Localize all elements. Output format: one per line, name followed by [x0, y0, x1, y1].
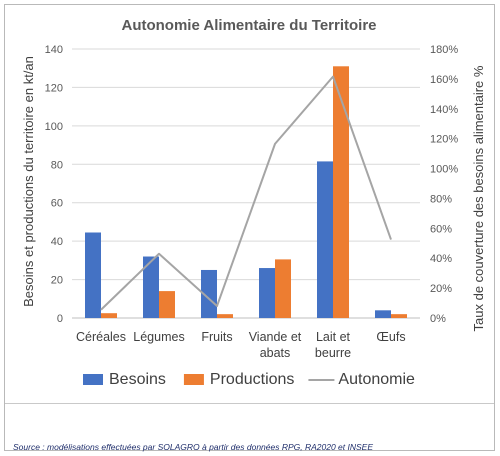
y-right-tick-label: 100%	[430, 164, 458, 176]
chart-frame: Autonomie Alimentaire du Territoire 0 20 4…	[4, 4, 495, 452]
legend-label-autonomie: Autonomie	[338, 371, 415, 388]
y-axis-label: Besoins et productions du territoire en …	[21, 56, 36, 307]
bar-productions	[101, 313, 117, 318]
x-tick-label: abats	[260, 346, 291, 360]
legend-label-productions: Productions	[210, 371, 295, 388]
y-tick-label: 80	[51, 159, 63, 171]
y-right-tick-label: 120%	[430, 134, 458, 146]
y-tick-label: 140	[45, 44, 63, 56]
legend-swatch-productions	[183, 374, 204, 385]
line-autonomie	[100, 75, 392, 311]
x-tick-label: beurre	[315, 346, 351, 360]
y-tick-label: 100	[45, 121, 63, 133]
y-tick-label: 20	[51, 275, 63, 287]
bar-besoins	[317, 161, 333, 318]
chart-area: Autonomie Alimentaire du Territoire 0 20 4…	[5, 5, 494, 404]
x-tick-label: Œufs	[376, 330, 405, 344]
bar-productions	[217, 314, 233, 318]
bar-besoins	[143, 256, 159, 318]
y-tick-label: 40	[51, 236, 63, 248]
x-tick-label: Légumes	[133, 330, 184, 344]
chart-title: Autonomie Alimentaire du Territoire	[121, 17, 376, 34]
y-right-tick-label: 140%	[430, 104, 458, 116]
y-right-tick-label: 20%	[430, 283, 452, 295]
x-tick-label: Viande et	[249, 330, 302, 344]
bar-productions	[333, 66, 349, 318]
y-tick-label: 60	[51, 198, 63, 210]
y-right-axis-label: Taux de couverture des besoins alimentai…	[471, 65, 486, 331]
bar-productions	[275, 259, 291, 318]
y-right-tick-label: 160%	[430, 74, 458, 86]
y-right-tick-label: 0%	[430, 313, 446, 325]
bar-besoins	[85, 232, 101, 318]
y-right-tick-label: 180%	[430, 44, 458, 56]
y-tick-label: 0	[57, 313, 63, 325]
y-right-tick-label: 40%	[430, 253, 452, 265]
legend-swatch-besoins	[83, 374, 103, 385]
bar-besoins	[375, 310, 391, 318]
bar-productions	[391, 314, 407, 318]
legend-label-besoins: Besoins	[109, 371, 166, 388]
x-tick-label: Céréales	[76, 330, 126, 344]
bar-besoins	[201, 269, 217, 318]
x-tick-label: Lait et	[316, 330, 351, 344]
y-tick-label: 120	[45, 82, 63, 94]
bar-productions	[159, 291, 175, 318]
y-right-tick-label: 60%	[430, 223, 452, 235]
x-tick-label: Fruits	[201, 330, 232, 344]
bar-besoins	[259, 268, 275, 318]
autonomie-chart: Autonomie Alimentaire du Territoire 0 20 4…	[21, 17, 486, 388]
y-right-tick-label: 80%	[430, 193, 452, 205]
source-note: Source : modélisations effectuées par SO…	[13, 442, 374, 452]
